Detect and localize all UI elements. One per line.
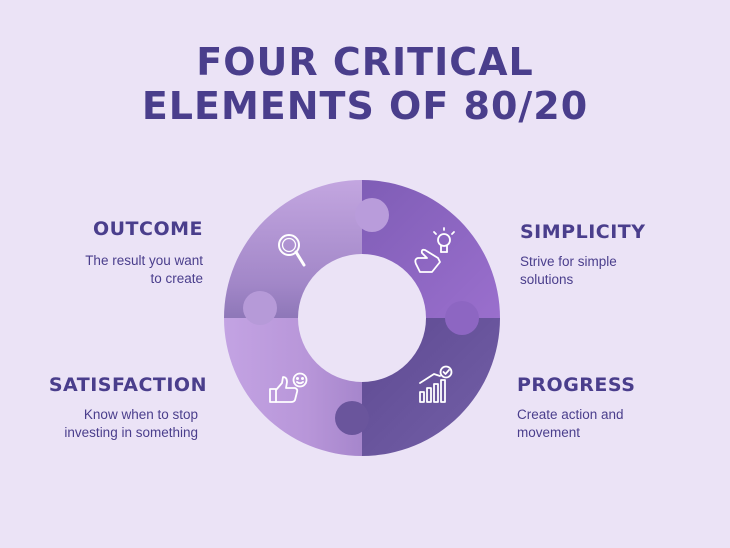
satisfaction-description: Know when to stop investing in something [8, 406, 198, 442]
satisfaction-heading: SATISFACTION [48, 374, 207, 396]
satisfaction-segment [224, 318, 362, 456]
simplicity-description-line-2: solutions [520, 272, 574, 287]
outcome-description: The result you want to create [13, 252, 203, 288]
puzzle-tab-simplicity [445, 301, 479, 335]
outcome-segment [224, 180, 362, 318]
thumbs-up-smile-icon [269, 372, 308, 403]
satisfaction-description-line-1: Know when to stop [83, 407, 198, 422]
outcome-heading: OUTCOME [92, 218, 203, 240]
progress-segment [362, 318, 500, 456]
bar-chart-check-icon [419, 365, 453, 403]
page-title: FOUR CRITICAL ELEMENTS OF 80/20 [0, 40, 730, 128]
satisfaction-description-line-2: investing in something [64, 425, 198, 440]
title-line-2: ELEMENTS OF 80/20 [141, 84, 589, 128]
outcome-description-line-2: to create [150, 271, 203, 286]
magnifier-icon [278, 234, 306, 267]
puzzle-tab-satisfaction [243, 291, 277, 325]
simplicity-description: Strive for simple solutions [520, 253, 710, 289]
simplicity-heading: SIMPLICITY [520, 221, 646, 243]
simplicity-segment [362, 180, 500, 318]
puzzle-tab-outcome [355, 198, 389, 232]
title-line-1: FOUR CRITICAL [196, 40, 534, 84]
progress-description: Create action and movement [517, 406, 707, 442]
progress-description-line-2: movement [517, 425, 581, 440]
puzzle-tab-progress [335, 401, 369, 435]
simplicity-description-line-1: Strive for simple [520, 254, 617, 269]
lightbulb-hand-icon [414, 227, 455, 273]
progress-description-line-1: Create action and [517, 407, 624, 422]
progress-heading: PROGRESS [517, 374, 636, 396]
outcome-description-line-1: The result you want [85, 253, 203, 268]
